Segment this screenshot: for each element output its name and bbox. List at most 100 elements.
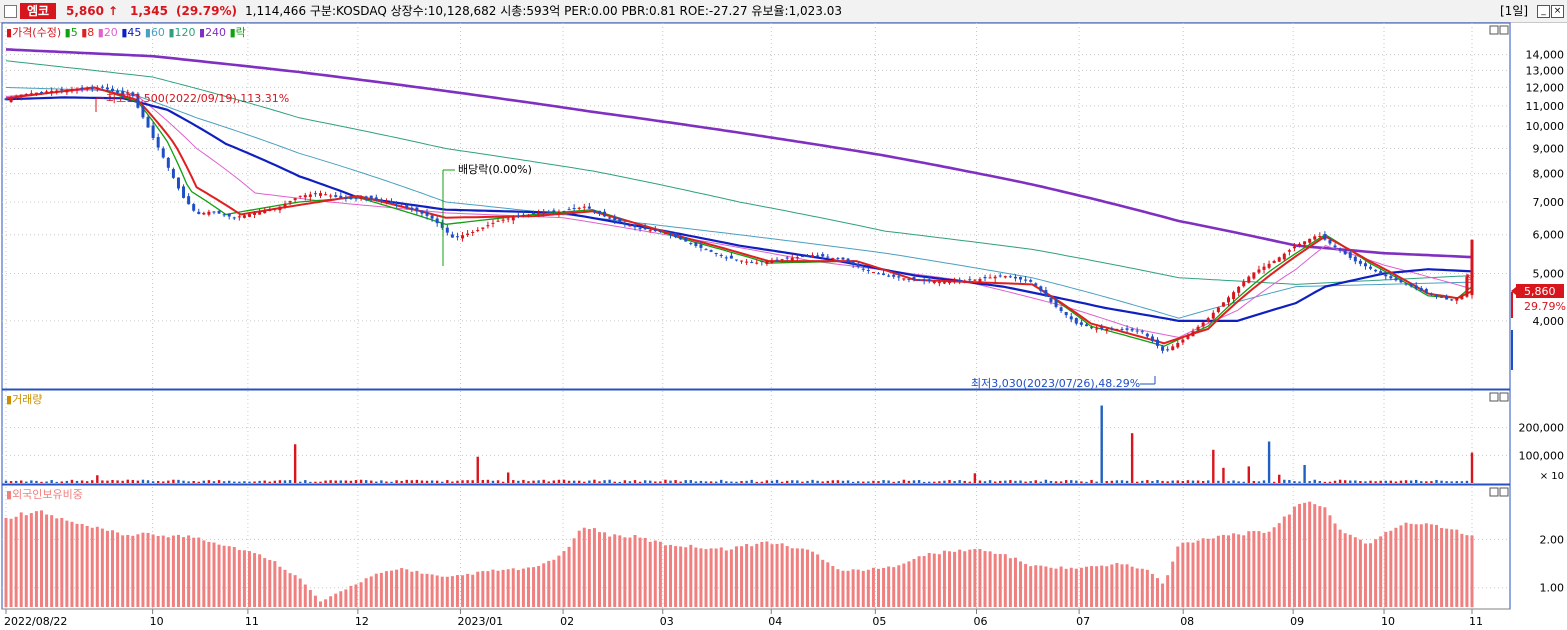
volume-bar (1369, 480, 1372, 483)
candle-body (633, 224, 637, 228)
panel-minimize-icon[interactable] (1489, 25, 1499, 35)
volume-bar (1181, 481, 1185, 483)
volume-bar (238, 481, 241, 483)
volume-bar (557, 479, 561, 483)
foreign-bar (1308, 501, 1312, 607)
foreign-bar (532, 567, 536, 607)
volume-panel[interactable] (1, 389, 1511, 485)
candle-body (1247, 276, 1251, 283)
foreign-bar (953, 551, 957, 607)
foreign-bar (1455, 529, 1459, 607)
candle-body (770, 260, 774, 264)
foreign-bar (400, 568, 404, 607)
candle-body (1237, 286, 1241, 293)
foreign-bar (1084, 566, 1088, 607)
period-selector[interactable]: [1일] (1500, 4, 1529, 18)
candle-body (308, 194, 312, 197)
close-button[interactable]: × (1551, 5, 1564, 18)
volume-bar (1409, 480, 1413, 483)
candle-body (704, 249, 708, 251)
price-panel[interactable] (1, 22, 1511, 390)
volume-bar (872, 480, 875, 483)
volume-bar (785, 480, 789, 483)
candle-body (369, 195, 373, 199)
volume-bar (248, 481, 251, 483)
candle-body (811, 255, 815, 258)
candle-body (542, 212, 546, 214)
candle-body (1221, 302, 1225, 307)
foreign-bar (694, 547, 698, 607)
foreign-bar (1181, 542, 1185, 607)
volume-bar (1130, 433, 1134, 483)
volume-bar (1440, 480, 1443, 483)
foreign-legend: ▮외국인보유비중 (6, 488, 83, 501)
foreign-bar (973, 549, 977, 607)
candle-body (740, 260, 744, 262)
foreign-bar (836, 569, 840, 607)
chart-header: 엠코 5,860 ↑ 1,345 (29.79%) 1,114,466 구분:K… (0, 0, 1567, 23)
volume-bar (370, 480, 373, 483)
panel-minimize-icon[interactable] (1489, 392, 1499, 402)
candle-body (445, 227, 449, 233)
volume-bar (578, 480, 581, 483)
candle-body (871, 272, 875, 274)
foreign-bar (1227, 535, 1231, 607)
candle-body (466, 233, 470, 236)
volume-bar (1171, 480, 1174, 483)
candle-body (1272, 261, 1276, 264)
volume-bar (1242, 481, 1245, 483)
volume-bar (217, 480, 221, 483)
foreign-bar (679, 546, 683, 607)
candle-body (131, 92, 135, 96)
candle-body (1338, 248, 1342, 251)
price-tick-label: 10,000 (1526, 120, 1565, 133)
minimize-button[interactable]: _ (1537, 5, 1550, 18)
volume-bar (1151, 481, 1154, 483)
x-tick-label: 07 (1076, 615, 1090, 628)
candle-body (937, 281, 941, 284)
foreign-bar (1216, 535, 1220, 607)
volume-bar (506, 472, 510, 483)
panel-close-icon[interactable] (1499, 392, 1509, 402)
foreign-bar (795, 548, 799, 607)
volume-bar (983, 481, 987, 483)
foreign-bar (927, 552, 931, 607)
candle-body (1115, 328, 1119, 330)
volume-bar (481, 480, 485, 483)
foreign-bar (40, 510, 44, 607)
volume-bar (1125, 480, 1129, 483)
high-label: 최고12,500(2022/09/19),113.31% (106, 92, 289, 105)
foreign-bar (496, 570, 500, 607)
ticker-badge[interactable]: 엠코 (20, 3, 57, 19)
candle-body (1069, 316, 1073, 320)
panel-minimize-icon[interactable] (1489, 487, 1499, 497)
foreign-bar (232, 547, 236, 607)
foreign-bar (1465, 535, 1469, 607)
foreign-bar (1064, 568, 1068, 607)
candle-body (516, 215, 520, 217)
candle-body (197, 211, 201, 214)
foreign-bar (1008, 558, 1012, 607)
volume-bar (1455, 481, 1458, 483)
volume-bar (268, 481, 271, 483)
panel-close-icon[interactable] (1499, 487, 1509, 497)
volume-bar (1354, 480, 1357, 483)
select-checkbox[interactable] (4, 5, 17, 18)
candle-body (902, 278, 906, 280)
volume-bar (791, 480, 794, 483)
foreign-bar (805, 549, 809, 607)
foreign-bar (1384, 531, 1388, 607)
volume-bar (1034, 480, 1037, 483)
panel-close-icon[interactable] (1499, 25, 1509, 35)
foreign-bar (882, 567, 886, 607)
foreign-bar (1140, 568, 1144, 607)
foreign-bar (562, 551, 566, 607)
candle-body (983, 276, 987, 279)
candle-body (1379, 271, 1383, 274)
foreign-bar (897, 565, 901, 607)
candle-body (166, 157, 170, 168)
volume-bar (1257, 481, 1261, 483)
foreign-bar (851, 569, 855, 607)
price-panel-buttons[interactable] (1489, 25, 1509, 497)
